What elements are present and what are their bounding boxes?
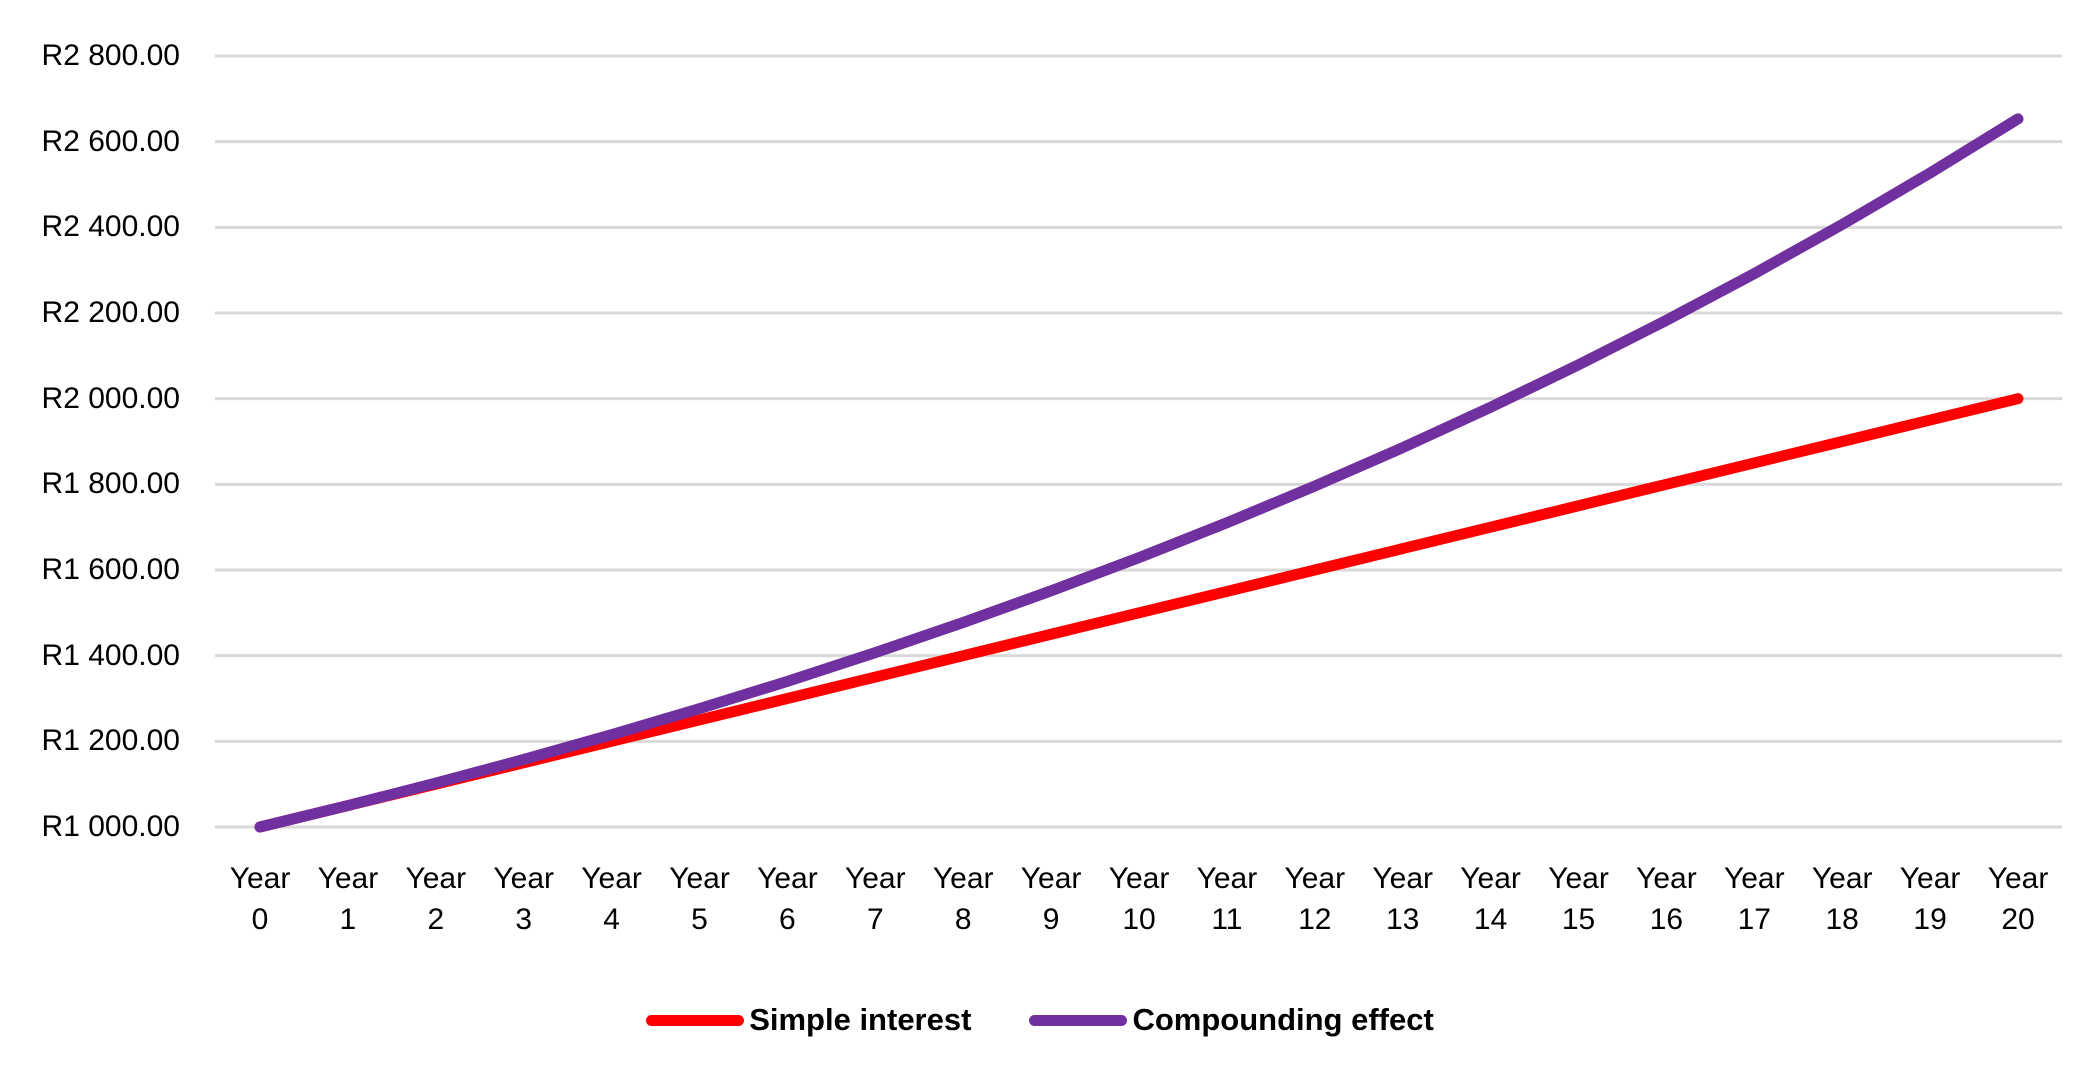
x-axis-tick-label: Year 11 xyxy=(1181,858,1273,940)
x-tick-prefix: Year xyxy=(757,862,818,895)
x-tick-prefix: Year xyxy=(669,862,730,895)
gridlines xyxy=(215,54,2062,829)
x-tick-number: 19 xyxy=(1913,903,1947,936)
x-tick-prefix: Year xyxy=(1548,862,1609,895)
x-axis-tick-label: Year 0 xyxy=(214,858,306,940)
x-tick-number: 1 xyxy=(339,903,357,936)
x-tick-number: 20 xyxy=(2001,903,2035,936)
x-tick-number: 17 xyxy=(1737,903,1771,936)
y-axis-tick-label: R1 400.00 xyxy=(41,638,180,672)
legend-item-simple-interest: Simple interest xyxy=(646,1002,971,1038)
legend: Simple interest Compounding effect xyxy=(0,1002,2080,1038)
series-line-compounding-effect xyxy=(254,113,2024,833)
x-tick-number: 0 xyxy=(251,903,269,936)
x-tick-prefix: Year xyxy=(1636,862,1697,895)
x-tick-number: 18 xyxy=(1825,903,1859,936)
x-tick-number: 12 xyxy=(1298,903,1332,936)
x-tick-prefix: Year xyxy=(317,862,379,895)
y-axis-tick-label: R2 800.00 xyxy=(41,39,180,72)
x-axis-tick-label: Year 2 xyxy=(390,858,482,940)
legend-line-swatch xyxy=(646,1014,745,1026)
x-axis-tick-label: Year 19 xyxy=(1884,858,1976,940)
x-axis-tick-label: Year 5 xyxy=(654,858,746,940)
x-axis-tick-label: Year 16 xyxy=(1620,858,1712,940)
x-axis-tick-label: Year 6 xyxy=(741,858,833,940)
x-tick-prefix: Year xyxy=(229,862,291,895)
x-tick-number: 14 xyxy=(1473,903,1508,936)
x-tick-prefix: Year xyxy=(405,862,467,895)
x-tick-number: 10 xyxy=(1122,903,1156,936)
x-axis-tick-label: Year 8 xyxy=(917,858,1009,940)
y-axis-tick-label: R2 400.00 xyxy=(41,210,180,244)
x-axis-tick-label: Year 13 xyxy=(1357,858,1449,940)
x-axis-tick-label: Year 17 xyxy=(1708,858,1800,940)
y-axis-tick-label: R2 600.00 xyxy=(41,124,180,158)
x-tick-number: 13 xyxy=(1386,903,1420,936)
legend-label: Compounding effect xyxy=(1132,1002,1434,1037)
x-tick-prefix: Year xyxy=(1284,862,1346,895)
x-axis-tick-label: Year 18 xyxy=(1796,858,1888,940)
x-axis-tick-label: Year 9 xyxy=(1005,858,1097,940)
x-axis-tick-label: Year 12 xyxy=(1269,858,1361,940)
x-axis-tick-label: Year 20 xyxy=(1972,858,2064,940)
x-tick-number: 4 xyxy=(603,903,620,936)
x-axis-tick-label: Year 4 xyxy=(566,858,658,940)
x-tick-prefix: Year xyxy=(932,862,994,895)
x-tick-number: 9 xyxy=(1042,903,1060,936)
x-tick-number: 5 xyxy=(691,903,708,936)
x-tick-number: 8 xyxy=(954,903,972,936)
x-tick-prefix: Year xyxy=(581,862,642,895)
legend-item-compounding-effect: Compounding effect xyxy=(1029,1002,1434,1038)
x-tick-prefix: Year xyxy=(844,862,906,895)
x-axis-tick-label: Year 10 xyxy=(1093,858,1185,940)
x-tick-prefix: Year xyxy=(1899,862,1961,895)
x-tick-prefix: Year xyxy=(493,862,554,895)
x-tick-prefix: Year xyxy=(1723,862,1785,895)
x-tick-prefix: Year xyxy=(1196,862,1258,895)
legend-label: Simple interest xyxy=(749,1002,972,1037)
y-axis-tick-label: R2 200.00 xyxy=(41,296,180,329)
x-tick-prefix: Year xyxy=(1987,862,2049,895)
x-tick-prefix: Year xyxy=(1108,862,1170,895)
x-tick-number: 7 xyxy=(866,903,884,936)
legend-line-swatch xyxy=(1029,1014,1128,1026)
x-axis-tick-label: Year 15 xyxy=(1533,858,1625,940)
x-tick-number: 2 xyxy=(427,903,445,936)
y-axis-tick-label: R1 600.00 xyxy=(41,553,180,586)
x-axis-tick-label: Year 7 xyxy=(829,858,921,940)
y-axis-tick-label: R1 200.00 xyxy=(41,724,180,758)
x-axis-tick-label: Year 3 xyxy=(478,858,570,940)
y-axis-tick-label: R1 800.00 xyxy=(41,467,180,501)
series-lines xyxy=(254,113,2024,833)
y-axis-tick-label: R1 000.00 xyxy=(41,810,180,843)
x-tick-number: 3 xyxy=(515,903,533,936)
x-tick-number: 16 xyxy=(1649,903,1684,936)
x-tick-prefix: Year xyxy=(1460,862,1521,895)
x-tick-prefix: Year xyxy=(1811,862,1873,895)
x-tick-prefix: Year xyxy=(1020,862,1082,895)
x-axis-tick-label: Year 14 xyxy=(1445,858,1537,940)
x-tick-number: 6 xyxy=(779,903,796,936)
x-tick-number: 11 xyxy=(1211,903,1243,936)
y-axis-tick-label: R2 000.00 xyxy=(41,381,180,415)
x-tick-number: 15 xyxy=(1561,903,1596,936)
x-axis-tick-label: Year 1 xyxy=(302,858,394,940)
x-tick-prefix: Year xyxy=(1372,862,1433,895)
